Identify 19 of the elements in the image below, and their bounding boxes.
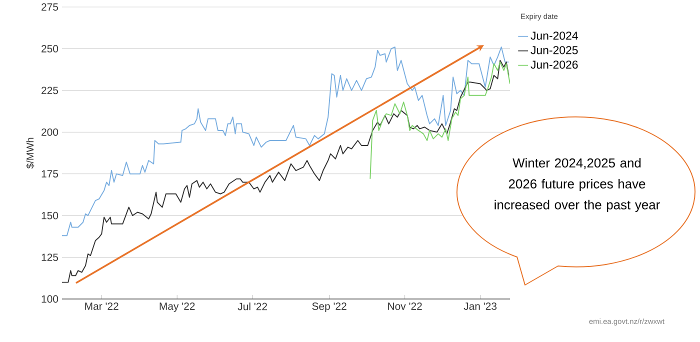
legend-label: Jun-2024 — [530, 32, 578, 40]
y-tick-label: 250 — [42, 45, 58, 52]
legend-label: Jun-2025 — [530, 46, 578, 54]
legend-label: Jun-2026 — [530, 60, 578, 69]
y-tick-label: 200 — [42, 128, 58, 136]
x-tick-label: Sep '22 — [312, 302, 346, 312]
x-tick-label: Jan '23 — [464, 302, 497, 310]
x-tick-label: Nov '22 — [388, 302, 422, 310]
annotation: Winter 2024,2025 and 2026 future prices have increased over the past year — [494, 158, 660, 212]
y-tick-label: 100 — [42, 295, 58, 303]
x-tick-label: May '22 — [160, 302, 195, 312]
y-tick-label: 275 — [42, 3, 58, 11]
x-tick-label: Jul '22 — [238, 302, 267, 310]
y-axis-title: $/MWh — [26, 138, 34, 169]
y-tick-label: 150 — [42, 212, 58, 220]
y-tick-label: 225 — [42, 86, 58, 94]
y-tick-label: 125 — [42, 254, 58, 261]
y-tick-label: 175 — [42, 170, 58, 178]
x-tick-label: Mar '22 — [85, 302, 118, 310]
